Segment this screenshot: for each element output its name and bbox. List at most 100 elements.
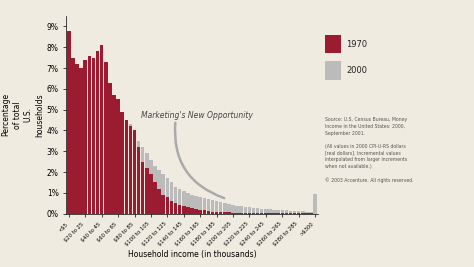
Bar [256,213,259,214]
Bar [199,210,202,214]
Bar [116,99,120,214]
Bar [112,95,116,214]
Bar [252,213,255,214]
Bar [149,159,153,174]
Bar [239,213,243,214]
Bar [83,60,87,214]
Bar [301,211,305,213]
Text: 1970: 1970 [346,40,367,49]
Bar [116,110,120,214]
Bar [207,199,210,214]
Bar [231,205,235,214]
Bar [170,182,173,201]
Bar [223,203,227,214]
Bar [67,31,71,214]
Bar [260,213,264,214]
Bar [289,211,292,214]
Bar [244,213,247,214]
Bar [281,210,284,213]
Bar [145,153,148,168]
Bar [268,209,272,214]
Bar [207,199,210,211]
Bar [153,166,157,214]
Bar [149,159,153,214]
Y-axis label: Percentage
of total
U.S.
households: Percentage of total U.S. households [1,93,44,137]
Bar [236,206,239,214]
Bar [252,208,255,214]
Bar [219,202,222,214]
Bar [186,193,190,214]
Bar [264,209,268,214]
Bar [125,120,128,214]
Bar [79,68,83,214]
Bar [285,210,288,213]
Bar [88,78,91,214]
Bar [301,211,305,214]
Bar [165,197,169,214]
Text: 2000: 2000 [346,66,367,75]
Bar [273,210,276,213]
Bar [268,209,272,213]
Bar [227,204,231,214]
Bar [112,108,116,214]
Bar [145,153,148,214]
Bar [211,211,214,214]
Bar [141,147,145,162]
Bar [153,166,157,182]
Bar [71,85,75,214]
Bar [202,198,206,214]
Bar [285,210,288,214]
Bar [211,200,214,211]
Bar [227,212,231,214]
Bar [239,206,243,213]
Bar [83,83,87,214]
Bar [174,203,177,214]
Bar [88,56,91,214]
Bar [75,64,79,214]
Bar [215,201,219,214]
Bar [309,212,313,213]
Bar [248,207,251,213]
Bar [153,182,157,214]
Bar [273,210,276,214]
Bar [145,168,148,214]
Bar [264,209,268,213]
Bar [293,211,296,213]
Bar [165,178,169,214]
Bar [281,210,284,214]
Bar [100,45,103,214]
Bar [223,212,227,214]
Bar [120,116,124,214]
Bar [174,187,177,203]
Bar [297,211,301,214]
Bar [137,147,140,214]
Bar [108,83,111,214]
Bar [194,196,198,209]
Bar [178,189,182,205]
Bar [182,206,185,214]
Bar [128,126,132,214]
Bar [293,211,296,214]
Bar [231,213,235,214]
Bar [75,74,79,214]
Bar [186,207,190,214]
Bar [236,213,239,214]
Bar [128,124,132,214]
Bar [133,130,136,214]
Bar [79,78,83,214]
Bar [207,211,210,214]
Bar [96,85,99,214]
Text: Marketing's New Opportunity: Marketing's New Opportunity [141,111,253,120]
Bar [170,182,173,214]
Bar [194,209,198,214]
Bar [174,187,177,214]
Text: Source: U.S. Census Bureau, Money
Income in the United States: 2000,
September 2: Source: U.S. Census Bureau, Money Income… [325,117,413,183]
Bar [194,196,198,214]
Bar [190,195,194,214]
Bar [157,170,161,214]
Bar [276,210,280,213]
Bar [297,211,301,213]
Bar [133,135,136,214]
Bar [202,210,206,214]
Bar [170,201,173,214]
